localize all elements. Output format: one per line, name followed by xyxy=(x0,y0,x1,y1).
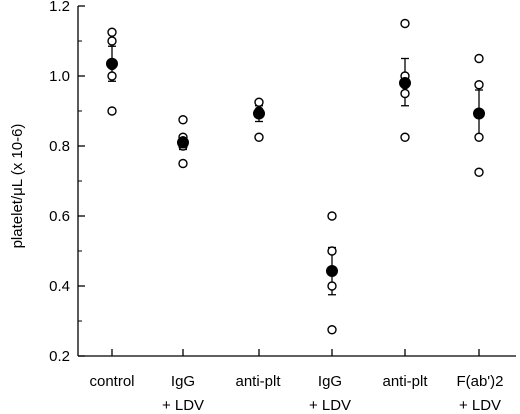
x-category-labels: control IgG + LDV anti-plt IgG + LDV anti-plt F… xyxy=(89,349,504,414)
data-point xyxy=(474,167,484,177)
y-tick-label: 0.2 xyxy=(49,348,70,365)
y-axis-label: platelet/μL (x 10-6) xyxy=(9,124,26,249)
data-point xyxy=(107,106,117,116)
x-category-label: F(ab')2 xyxy=(456,373,503,390)
mean-point xyxy=(326,264,338,277)
mean-point xyxy=(253,107,265,120)
y-tick-label: 1.0 xyxy=(49,68,70,85)
data-point xyxy=(254,97,264,107)
data-point xyxy=(474,53,484,64)
x-category-label: IgG xyxy=(171,373,195,390)
data-group xyxy=(177,115,189,169)
data-point xyxy=(327,325,337,335)
mean-point xyxy=(106,57,118,70)
y-tick-label: 0.4 xyxy=(49,278,70,295)
data-group xyxy=(399,18,411,142)
data-group xyxy=(326,211,338,335)
data-point xyxy=(474,80,484,90)
data-point xyxy=(107,36,117,46)
x-category-label: control xyxy=(89,373,134,390)
x-category-sublabel: + LDV xyxy=(309,397,351,414)
data-point xyxy=(178,158,188,169)
data-point xyxy=(107,71,117,81)
data-group xyxy=(253,97,265,142)
y-tick-label: 0.8 xyxy=(49,138,70,155)
data-marks xyxy=(106,18,485,335)
axes xyxy=(77,6,516,357)
x-category-label: IgG xyxy=(318,373,342,390)
x-category-sublabel: + LDV xyxy=(162,397,204,414)
mean-point xyxy=(473,107,485,120)
data-point xyxy=(400,18,410,29)
y-tick-label: 1.2 xyxy=(49,0,70,15)
mean-point xyxy=(177,136,189,149)
data-point xyxy=(400,132,410,142)
data-point xyxy=(254,132,264,142)
data-point xyxy=(474,132,484,142)
x-category-label: anti-plt xyxy=(235,373,281,390)
y-tick-label: 0.6 xyxy=(49,208,70,225)
x-category-sublabel: + LDV xyxy=(459,397,501,414)
data-point xyxy=(327,246,337,256)
mean-point xyxy=(399,77,411,89)
data-point xyxy=(400,88,410,99)
x-category-label: anti-plt xyxy=(382,373,428,390)
data-group xyxy=(106,27,118,116)
data-point xyxy=(327,211,337,221)
data-point xyxy=(178,115,188,125)
data-point xyxy=(107,27,117,37)
y-ticks: 0.2 0.4 0.6 0.8 1.0 1.2 xyxy=(49,0,85,365)
data-group xyxy=(473,53,485,177)
data-point xyxy=(327,281,337,291)
